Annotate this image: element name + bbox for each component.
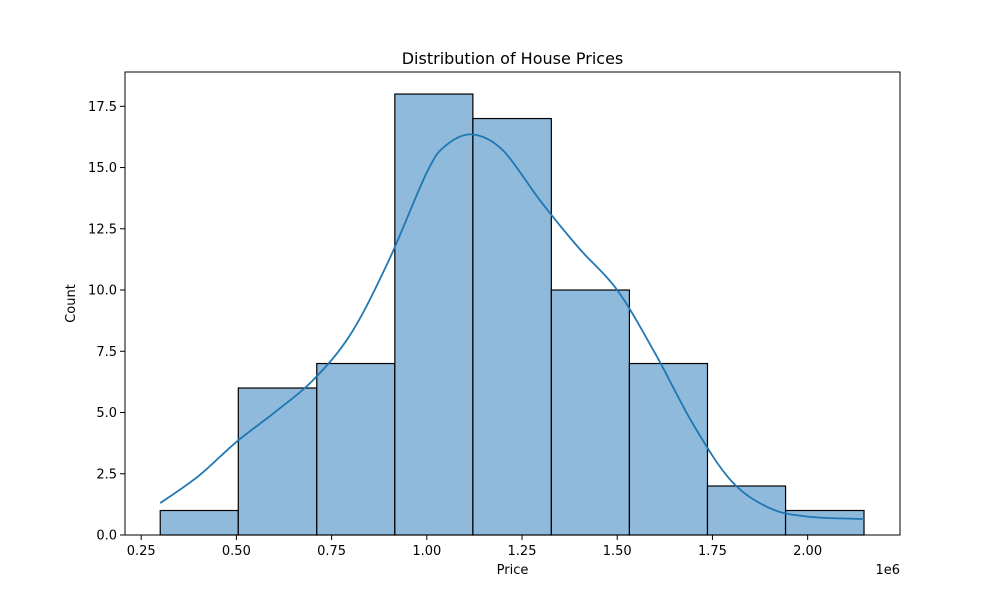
y-tick-label: 17.5	[88, 100, 117, 115]
y-tick-label: 15.0	[88, 161, 117, 176]
histogram-bar	[394, 93, 474, 536]
histogram-bar	[628, 362, 709, 536]
x-axis-label: Price	[497, 563, 529, 578]
plot-area-frame	[124, 71, 901, 536]
y-tick-label: 5.0	[96, 406, 117, 421]
x-tick-label: 0.50	[222, 544, 251, 559]
y-axis: 0.0 2.5 5.0 7.5 10.0 12.5 15.0 17.5	[88, 100, 125, 544]
y-tick-label: 2.5	[96, 467, 117, 482]
x-tick-label: 2.00	[793, 544, 822, 559]
y-axis-label: Count	[64, 284, 79, 323]
histogram-bar	[550, 289, 631, 536]
x-tick-label: 1.00	[412, 544, 441, 559]
x-tick-label: 0.75	[317, 544, 346, 559]
kde-curve	[159, 133, 865, 520]
histogram-bar	[159, 509, 239, 536]
chart-title: Distribution of House Prices	[402, 49, 624, 68]
x-axis-offset-label: 1e6	[875, 563, 900, 578]
histogram-bars	[159, 93, 865, 536]
y-tick-label: 0.0	[96, 529, 117, 544]
histogram-bar	[237, 387, 318, 536]
histogram-bar	[472, 117, 552, 536]
y-tick-label: 10.0	[88, 284, 117, 299]
y-tick-label: 7.5	[96, 345, 117, 360]
x-tick-label: 1.75	[698, 544, 727, 559]
x-axis: 0.25 0.50 0.75 1.00 1.25 1.50 1.75 2.00	[127, 535, 822, 559]
y-tick-label: 12.5	[88, 222, 117, 237]
histogram-bar	[316, 362, 396, 536]
x-tick-label: 1.25	[508, 544, 537, 559]
x-tick-label: 1.50	[603, 544, 632, 559]
histogram-bar	[784, 509, 865, 536]
x-tick-label: 0.25	[127, 544, 156, 559]
